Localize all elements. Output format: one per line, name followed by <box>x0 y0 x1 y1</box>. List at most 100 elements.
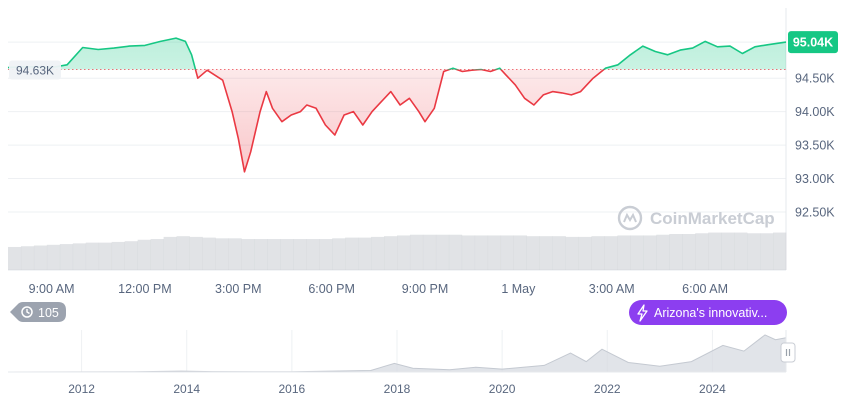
volume-bar <box>695 233 709 270</box>
navigator-year-label: 2022 <box>594 382 621 396</box>
volume-bar <box>656 234 670 270</box>
volume-bar <box>241 239 255 270</box>
volume-bar <box>487 235 502 270</box>
navigator-year-label: 2024 <box>699 382 726 396</box>
volume-bar <box>371 236 385 270</box>
volume-bar <box>319 239 333 270</box>
volume-bar <box>228 238 242 270</box>
volume-bar <box>617 235 631 270</box>
volume-bar <box>643 235 657 270</box>
navigator-year-label: 2016 <box>279 382 306 396</box>
y-tick-label: 94.50K <box>795 72 835 86</box>
y-tick-label: 92.50K <box>795 205 835 219</box>
volume-bar <box>526 236 540 270</box>
volume-bar <box>721 232 735 270</box>
watermark-text: CoinMarketCap <box>650 209 775 228</box>
volume-bar <box>384 236 398 270</box>
lightning-icon <box>637 304 648 322</box>
volume-bar <box>332 238 346 270</box>
volume-bar <box>111 241 125 270</box>
x-tick-label: 6:00 PM <box>308 282 355 296</box>
volume-bar <box>474 235 489 270</box>
history-icon <box>21 306 33 318</box>
volume-bar <box>215 238 229 270</box>
coinmarketcap-logo-mark-icon <box>623 212 637 223</box>
volume-bar <box>397 235 411 270</box>
news-badge-pill[interactable] <box>629 300 787 325</box>
events-count: 105 <box>38 306 59 320</box>
volume-bar <box>202 237 216 270</box>
coinmarketcap-watermark: CoinMarketCap <box>617 205 775 231</box>
x-tick-label: 9:00 PM <box>402 282 449 296</box>
volume-bar <box>345 237 359 270</box>
volume-bar <box>422 234 437 270</box>
volume-bar <box>747 233 761 270</box>
volume-bar <box>137 239 151 270</box>
news-headline: Arizona's innovativ... <box>654 306 767 320</box>
x-tick-label: 9:00 AM <box>29 282 75 296</box>
volume-bar <box>500 235 514 270</box>
events-badge-shape[interactable] <box>10 302 66 322</box>
current-price-badge <box>788 31 838 54</box>
volume-bar <box>254 239 268 270</box>
events-badge[interactable]: 105 <box>10 302 66 322</box>
history-icon-hands <box>26 309 30 315</box>
volume-bar <box>591 236 605 270</box>
current-price-label: 95.04K <box>793 36 833 50</box>
navigator-history-area <box>8 334 786 372</box>
volume-bar <box>163 236 177 270</box>
volume-bar <box>8 246 22 270</box>
volume-bar <box>46 244 61 270</box>
volume-bar <box>448 234 463 270</box>
navigator-year-label: 2018 <box>384 382 411 396</box>
volume-bar <box>267 239 281 270</box>
history-icon-circle <box>21 306 33 318</box>
price-area-above-baseline <box>8 38 786 70</box>
volume-bar <box>85 242 100 270</box>
volume-bar <box>150 239 164 270</box>
navigator-year-label: 2020 <box>489 382 516 396</box>
volume-bar <box>682 234 696 270</box>
volume-bar <box>734 232 748 270</box>
x-tick-label: 3:00 AM <box>589 282 635 296</box>
volume-bar <box>293 239 307 270</box>
baseline-price-badge <box>9 60 61 80</box>
volume-bar <box>604 236 618 270</box>
volume-bar <box>578 236 592 270</box>
volume-bar <box>124 241 138 270</box>
y-tick-label: 94.00K <box>795 105 835 119</box>
volume-bar <box>59 244 74 270</box>
x-tick-label: 3:00 PM <box>215 282 262 296</box>
price-line-up <box>7 37 787 70</box>
navigator-year-label: 2014 <box>173 382 200 396</box>
volume-bar <box>513 235 527 270</box>
drag-handle-icon <box>785 349 791 356</box>
volume-bar <box>358 237 372 270</box>
navigator-handle[interactable] <box>780 342 796 363</box>
navigator-year-label: 2012 <box>68 382 95 396</box>
volume-bar <box>176 236 190 270</box>
x-tick-label: 1 May <box>501 282 536 296</box>
x-tick-label: 6:00 AM <box>682 282 728 296</box>
volume-bar <box>280 239 294 270</box>
volume-bar <box>306 239 320 270</box>
volume-bar <box>669 234 683 270</box>
news-badge[interactable]: Arizona's innovativ... <box>629 300 787 325</box>
volume-bar <box>33 245 48 270</box>
volume-bar <box>552 236 566 270</box>
y-tick-label: 93.00K <box>795 172 835 186</box>
volume-bar <box>773 232 787 270</box>
volume-bar <box>708 232 722 270</box>
volume-bar <box>189 236 203 270</box>
volume-bar <box>435 234 450 270</box>
volume-bar <box>461 235 476 270</box>
navigator-handle-box[interactable] <box>780 342 796 363</box>
volume-bar <box>98 242 113 270</box>
y-tick-label: 93.50K <box>795 139 835 153</box>
baseline-price-label: 94.63K <box>16 64 54 78</box>
price-area-below-baseline <box>195 69 604 172</box>
volume-bar <box>630 235 644 270</box>
price-line-down <box>194 69 606 173</box>
